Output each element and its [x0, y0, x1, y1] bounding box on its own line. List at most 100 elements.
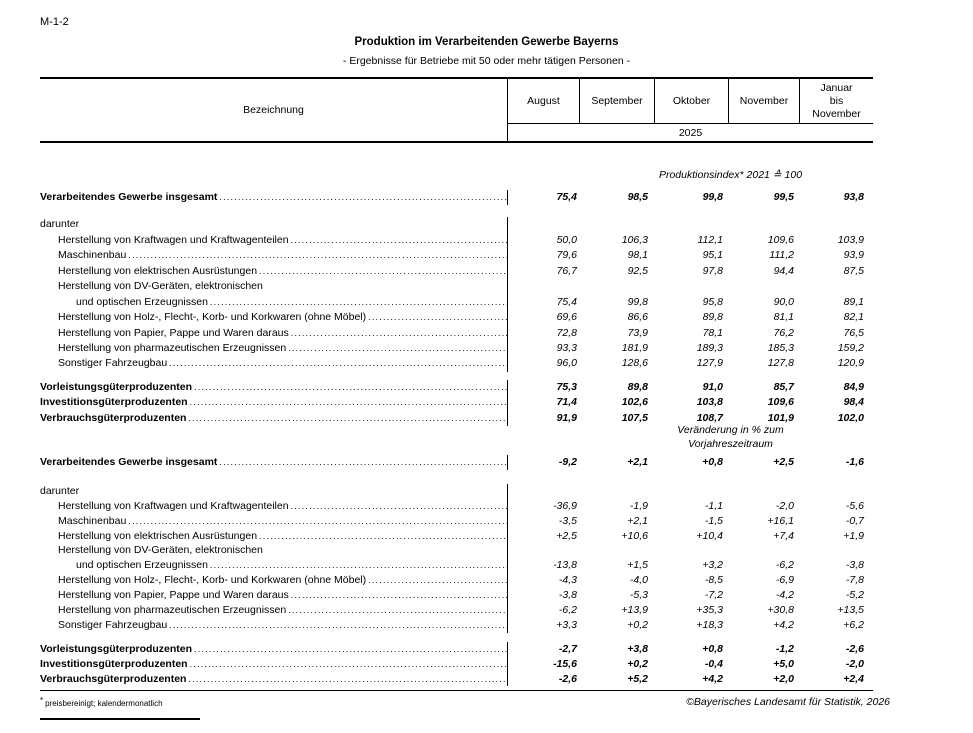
cell-value: 96,0 — [556, 357, 577, 370]
cell-value: 99,5 — [773, 191, 794, 203]
dot-leader — [291, 233, 507, 248]
dot-leader — [291, 588, 507, 603]
cell-value: +5,2 — [627, 672, 648, 685]
cell-value: 103,8 — [696, 396, 723, 409]
cell-value: 72,8 — [556, 326, 577, 339]
row-label-text: darunter — [40, 484, 80, 497]
row-label: Vorleistungsgüterproduzenten — [40, 379, 508, 396]
row-label: Vorleistungsgüterproduzenten — [40, 641, 508, 657]
row-label: Herstellung von Holz-, Flecht-, Korb- un… — [40, 573, 508, 589]
cell-value: 84,9 — [843, 380, 864, 393]
cell-value: -1,1 — [704, 499, 723, 512]
cell-value: 79,6 — [556, 249, 577, 262]
cell-value: 185,3 — [767, 341, 794, 354]
row-label-text: Vorleistungsgüterproduzenten — [40, 380, 193, 393]
row-label-text: Herstellung von Holz-, Flecht-, Korb- un… — [58, 311, 367, 324]
row-label-text: Herstellung von Kraftwagen und Kraftwage… — [58, 233, 289, 246]
cell-value: 89,8 — [702, 311, 723, 324]
cell-value: 108,7 — [696, 411, 723, 424]
cell-value: -5,6 — [845, 499, 864, 512]
cell-value: 99,8 — [702, 191, 723, 203]
table-row: Herstellung von DV-Geräten, elektronisch… — [40, 279, 873, 295]
cell-value: 93,8 — [843, 191, 864, 203]
row-label-text: Herstellung von Holz-, Flecht-, Korb- un… — [58, 574, 367, 587]
cell-value — [655, 543, 729, 558]
cell-value: +4,2 — [773, 618, 794, 631]
cell-value: -8,5 — [704, 574, 723, 587]
cell-value: +5,0 — [773, 657, 794, 670]
cell-value: 102,0 — [837, 411, 864, 424]
cell-value — [729, 484, 800, 499]
doc-code: M-1-2 — [40, 16, 69, 28]
cell-value: -13,8 — [553, 559, 577, 572]
row-label: Verarbeitendes Gewerbe insgesamt — [40, 190, 508, 206]
cell-value: 128,6 — [621, 357, 648, 370]
row-label: Herstellung von DV-Geräten, elektronisch… — [40, 543, 508, 559]
row-label-text: Herstellung von elektrischen Ausrüstunge… — [58, 264, 258, 277]
table-row: Maschinenbau -3,5 +2,1 -1,5 +16,1 -0,7 — [40, 513, 873, 529]
cell-value: +2,1 — [627, 456, 648, 468]
table-row: Herstellung von elektrischen Ausrüstunge… — [40, 263, 873, 280]
cell-value: 78,1 — [702, 326, 723, 339]
table-row: Verbrauchsgüterproduzenten 91,9 107,5 108,7… — [40, 410, 873, 427]
cell-value: 75,3 — [556, 380, 577, 393]
cell-value: +2,5 — [773, 456, 794, 468]
row-label: Herstellung von elektrischen Ausrüstunge… — [40, 528, 508, 544]
cell-value: +3,8 — [627, 642, 648, 655]
cell-value: 76,7 — [556, 264, 577, 277]
dot-leader — [291, 499, 507, 514]
table-row: Herstellung von Kraftwagen und Kraftwage… — [40, 232, 873, 249]
dot-leader — [190, 657, 507, 672]
cell-value — [508, 217, 580, 232]
cell-value: 76,5 — [843, 326, 864, 339]
cell-value: -1,2 — [775, 642, 794, 655]
dot-leader — [259, 529, 507, 544]
table-row: Herstellung von pharmazeutischen Erzeugn… — [40, 603, 873, 618]
col-header-august: August — [508, 79, 580, 123]
table-row: Maschinenbau 79,6 98,1 95,1 111,2 93,9 — [40, 248, 873, 264]
cell-value: 93,3 — [556, 341, 577, 354]
cell-value: 101,9 — [767, 411, 794, 424]
cell-value: 94,4 — [773, 264, 794, 277]
cell-value: -3,8 — [558, 589, 577, 602]
cell-value: 97,8 — [702, 264, 723, 277]
cell-value: +30,8 — [767, 604, 794, 617]
dot-leader — [368, 310, 507, 325]
cell-value: 112,1 — [697, 233, 724, 246]
row-label: Herstellung von Holz-, Flecht-, Korb- un… — [40, 310, 508, 326]
row-label: Verbrauchsgüterproduzenten — [40, 671, 508, 687]
table-row: Herstellung von Papier, Pappe und Waren … — [40, 588, 873, 604]
cell-value: 87,5 — [843, 264, 864, 277]
cell-value: 120,9 — [837, 357, 864, 370]
cell-value: +0,2 — [627, 657, 648, 670]
table-row: Sonstiger Fahrzeugbau 96,0 128,6 127,9 127,8… — [40, 356, 873, 372]
cell-value — [655, 484, 729, 499]
row-label-text: Maschinenbau — [58, 249, 127, 262]
table-section-change: Verarbeitendes Gewerbe insgesamt -9,2 +2,1… — [40, 455, 873, 692]
table-row: Sonstiger Fahrzeugbau +3,3 +0,2 +18,3 +4,2 +6… — [40, 617, 873, 633]
row-label-text: darunter — [40, 218, 80, 231]
cell-value: +2,5 — [556, 529, 577, 542]
row-label: Maschinenbau — [40, 513, 508, 529]
table-row: Herstellung von Kraftwagen und Kraftwage… — [40, 498, 873, 514]
cell-value: +0,2 — [627, 618, 648, 631]
dot-leader — [188, 411, 507, 426]
row-label-text: und optischen Erzeugnissen — [76, 295, 208, 308]
cell-value: -2,0 — [845, 657, 864, 670]
dot-leader — [194, 642, 507, 657]
row-label: darunter — [40, 217, 508, 233]
footnote-text: preisbereinigt; kalendermonatlich — [45, 699, 163, 708]
cell-value: +10,4 — [696, 529, 723, 542]
cell-value: +1,9 — [843, 529, 864, 542]
table-row: Verarbeitendes Gewerbe insgesamt -9,2 +2,1… — [40, 455, 873, 470]
table-row: und optischen Erzeugnissen 75,4 99,8 95,8 90… — [40, 294, 873, 311]
cell-value: -6,9 — [775, 574, 794, 587]
year-header: 2025 — [678, 126, 703, 139]
cell-value — [800, 279, 873, 294]
copyright-notice: ©Bayerisches Landesamt für Statistik, 20… — [686, 696, 890, 708]
row-label-text: Investitionsgüterproduzenten — [40, 396, 188, 409]
row-label-text: Verarbeitendes Gewerbe insgesamt — [40, 191, 218, 203]
cell-value: 75,4 — [556, 295, 577, 308]
table-row: Verarbeitendes Gewerbe insgesamt 75,4 98,5… — [40, 190, 873, 206]
cell-value: 93,9 — [843, 249, 864, 262]
